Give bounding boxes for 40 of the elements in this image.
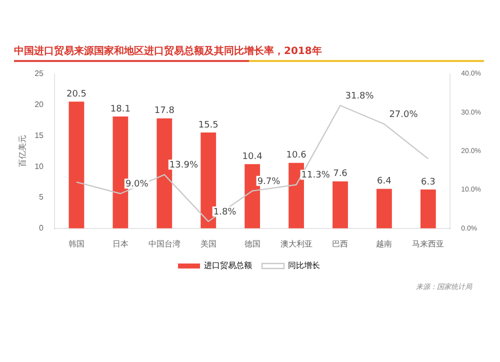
bar bbox=[420, 189, 436, 228]
x-tick-label: 德国 bbox=[244, 239, 260, 248]
bar bbox=[68, 102, 84, 228]
x-tick-label: 日本 bbox=[112, 239, 128, 248]
data-label: 9.7% bbox=[257, 176, 281, 187]
legend-label: 进口贸易总额 bbox=[204, 261, 252, 270]
data-label: 10.6 bbox=[286, 150, 307, 161]
y-tick-label: 25 bbox=[34, 69, 44, 78]
data-label: 11.3% bbox=[301, 170, 330, 181]
data-label: 18.1 bbox=[110, 104, 130, 114]
data-label: 6.3 bbox=[421, 177, 436, 188]
legend-label: 同比增长 bbox=[288, 261, 320, 270]
x-tick-label: 中国台湾 bbox=[148, 239, 180, 248]
x-tick-label: 巴西 bbox=[332, 239, 348, 248]
data-label: 7.6 bbox=[333, 169, 348, 180]
bar bbox=[376, 188, 392, 228]
data-label: 31.8% bbox=[345, 91, 374, 102]
data-label: 1.8% bbox=[213, 207, 237, 218]
y-tick-label: 0 bbox=[39, 224, 44, 233]
x-tick-label: 韩国 bbox=[68, 239, 84, 248]
y-tick-label: 10 bbox=[34, 162, 44, 171]
y-axis-title: 百亿美元 bbox=[18, 135, 28, 168]
x-tick-label: 马来西亚 bbox=[412, 239, 444, 248]
data-label: 15.5 bbox=[198, 120, 218, 130]
data-label: 17.8 bbox=[154, 106, 175, 116]
x-tick-label: 越南 bbox=[376, 239, 392, 248]
chart-title: 中国进口贸易来源国家和地区进口贸易总额及其同比增长率，2018年 bbox=[14, 44, 322, 58]
x-tick-label: 澳大利亚 bbox=[280, 239, 312, 248]
data-label: 20.5 bbox=[66, 89, 87, 100]
data-label: 27.0% bbox=[389, 110, 418, 120]
data-label: 9.0% bbox=[125, 179, 149, 190]
y-tick-label: 20 bbox=[34, 100, 44, 109]
data-label: 13.9% bbox=[169, 160, 198, 171]
y-tick-label: 5 bbox=[39, 192, 44, 202]
x-tick-label: 美国 bbox=[200, 239, 216, 248]
y-tick-label: 15 bbox=[34, 130, 44, 140]
bar bbox=[332, 181, 348, 228]
data-label: 6.4 bbox=[377, 176, 392, 187]
data-label: 10.4 bbox=[242, 152, 263, 162]
bar bbox=[288, 162, 304, 228]
